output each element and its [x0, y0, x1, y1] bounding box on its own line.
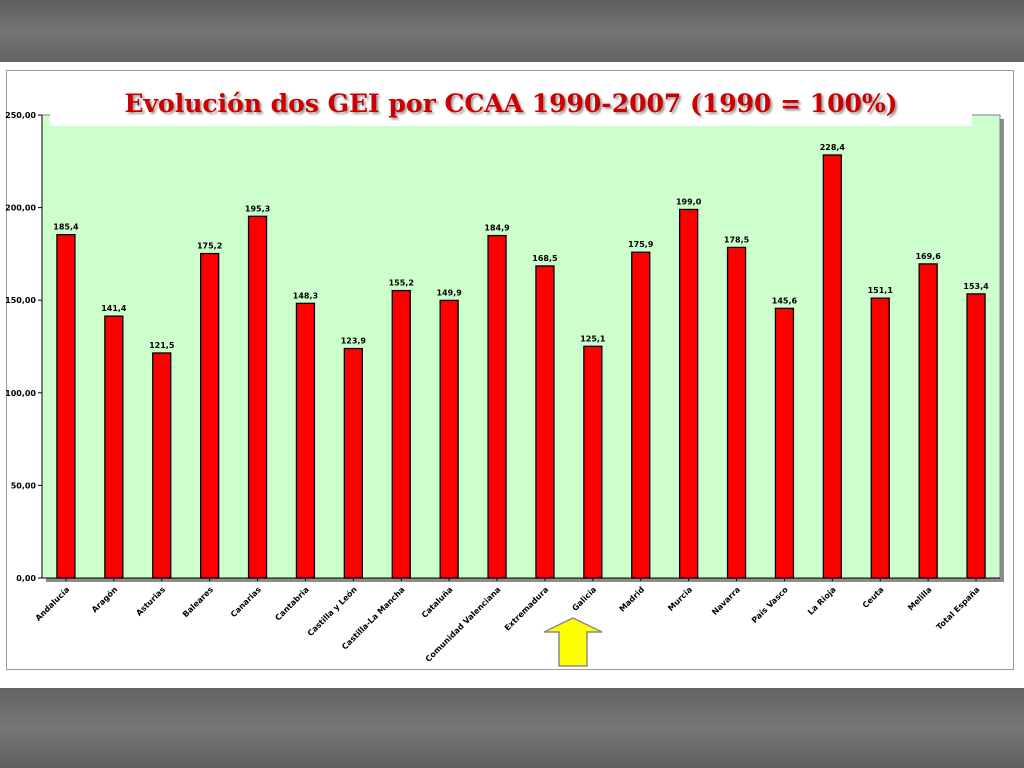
data-label: 155,2 — [389, 279, 414, 288]
bar — [631, 251, 651, 579]
bar — [152, 352, 172, 579]
x-category-label: Andalucía — [34, 585, 72, 623]
data-label: 168,5 — [532, 254, 558, 263]
bar — [391, 289, 411, 579]
y-tick-label: 250,00 — [5, 111, 36, 120]
y-tick-label: 100,00 — [5, 389, 36, 398]
x-category-label: Castilla y León — [305, 584, 359, 638]
bar — [822, 154, 842, 579]
bar — [583, 345, 603, 579]
data-label: 199,0 — [676, 197, 702, 206]
data-label: 148,3 — [293, 291, 318, 300]
x-category-label: Canarias — [229, 585, 263, 619]
x-category-label: Baleares — [181, 585, 215, 619]
data-label: 195,3 — [245, 204, 270, 213]
bar — [918, 263, 938, 579]
x-category-label: Galicia — [570, 585, 598, 613]
bar — [535, 265, 555, 579]
y-tick-label: 0,00 — [16, 574, 36, 583]
y-tick-label: 50,00 — [11, 481, 37, 490]
data-label: 169,6 — [915, 252, 941, 261]
y-tick-label: 200,00 — [5, 204, 36, 213]
x-category-label: Asturias — [134, 585, 167, 618]
bar — [439, 299, 459, 579]
data-label: 184,9 — [484, 224, 510, 233]
x-category-label: Cataluña — [420, 585, 455, 620]
x-category-label: Madrid — [618, 585, 647, 614]
data-label: 175,9 — [628, 240, 654, 249]
data-label: 123,9 — [341, 337, 367, 346]
y-tick-label: 150,00 — [5, 296, 36, 305]
x-category-label: Melilla — [906, 585, 933, 612]
x-category-label: País Vasco — [750, 585, 790, 625]
x-category-label: Total España — [935, 585, 982, 632]
bar — [247, 215, 268, 579]
x-category-label: Cantabria — [273, 585, 310, 622]
top-decor-band — [0, 0, 1024, 62]
data-label: 185,4 — [53, 223, 79, 232]
data-label: 175,2 — [197, 242, 222, 251]
bar — [343, 347, 364, 579]
data-label: 149,9 — [436, 288, 462, 297]
x-category-label: Ceuta — [861, 585, 886, 610]
bar — [679, 208, 699, 579]
bar — [487, 234, 507, 579]
data-label: 151,1 — [868, 286, 894, 295]
x-category-label: Navarra — [710, 585, 742, 617]
bar — [774, 307, 795, 579]
highlight-up-arrow-icon — [543, 617, 603, 667]
data-label: 121,5 — [149, 341, 175, 350]
data-label: 145,6 — [772, 296, 798, 305]
plot-area — [41, 114, 1001, 579]
data-label: 141,4 — [101, 304, 127, 313]
data-label: 228,4 — [820, 143, 846, 152]
data-label: 153,4 — [963, 282, 989, 291]
title-box: Evolución dos GEI por CCAA 1990-2007 (19… — [50, 80, 972, 126]
data-label: 125,1 — [580, 334, 606, 343]
data-label: 178,5 — [724, 235, 750, 244]
x-category-label: Murcia — [666, 585, 694, 613]
x-category-label: Aragón — [89, 584, 119, 614]
bar — [966, 293, 986, 579]
bar — [104, 315, 124, 579]
bar — [56, 233, 76, 579]
x-category-label: La Rioja — [806, 585, 838, 617]
bar — [295, 302, 316, 579]
slide-title: Evolución dos GEI por CCAA 1990-2007 (19… — [124, 88, 898, 118]
bar — [870, 297, 890, 579]
bottom-decor-band — [0, 688, 1024, 768]
bar — [726, 246, 747, 579]
bar — [199, 252, 220, 579]
